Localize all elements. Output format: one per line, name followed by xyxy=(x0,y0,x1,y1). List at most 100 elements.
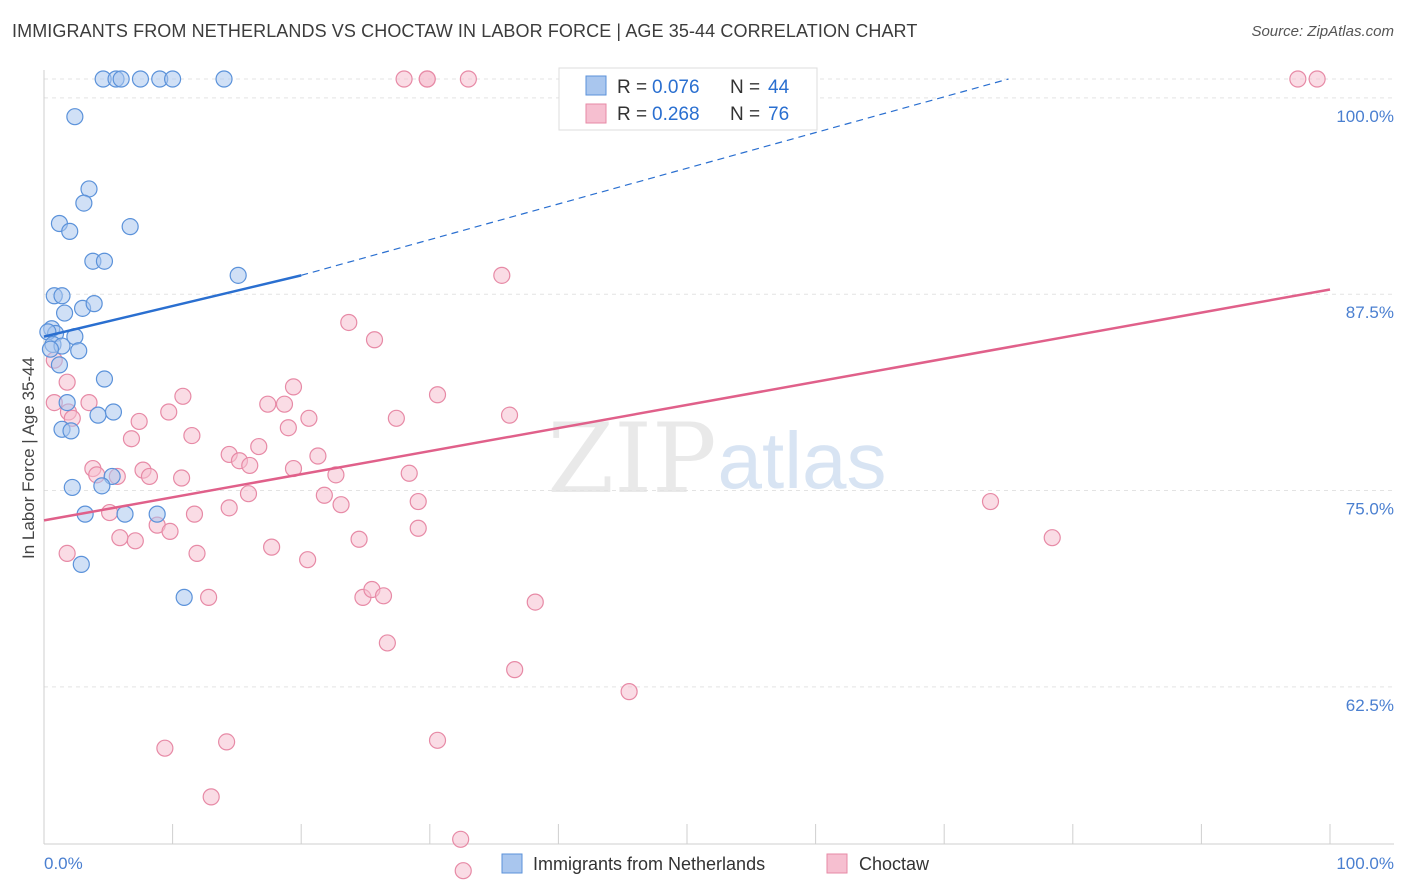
bottom-legend-label-choctaw[interactable]: Choctaw xyxy=(859,854,930,874)
source-credit: Source: ZipAtlas.com xyxy=(1251,23,1394,40)
choctaw-point xyxy=(500,406,519,424)
choctaw-point xyxy=(332,496,350,514)
y-tick-label: 87.5% xyxy=(1346,303,1394,322)
gridlines xyxy=(44,78,1394,688)
legend-n-label-2: N = xyxy=(730,104,760,125)
choctaw-point xyxy=(395,70,413,88)
legend-swatch-choctaw xyxy=(585,103,607,124)
choctaw-point xyxy=(250,437,268,456)
choctaw-point xyxy=(218,733,236,751)
trend-lines xyxy=(43,78,1331,522)
choctaw-point xyxy=(111,529,129,547)
netherlands-point xyxy=(61,222,79,240)
legend-r-label-2: R = xyxy=(617,104,647,125)
choctaw-point xyxy=(506,661,524,679)
netherlands-point xyxy=(89,406,107,424)
y-tick-labels: 100.0% 87.5% 75.0% 62.5% xyxy=(1336,107,1394,715)
choctaw-point xyxy=(140,467,159,486)
choctaw-point xyxy=(418,70,436,88)
choctaw-point xyxy=(183,426,201,445)
bottom-legend-swatch-netherlands[interactable] xyxy=(501,853,523,874)
netherlands-point xyxy=(66,108,84,126)
netherlands-point xyxy=(93,477,111,495)
netherlands-trend-line xyxy=(43,274,302,338)
choctaw-point xyxy=(374,587,393,605)
choctaw-point xyxy=(300,409,318,427)
y-tick-label: 100.0% xyxy=(1336,107,1394,126)
series-legend: Immigrants from Netherlands Choctaw xyxy=(501,853,930,874)
choctaw-point xyxy=(315,486,333,504)
choctaw-point xyxy=(409,492,427,511)
netherlands-point xyxy=(215,70,233,88)
legend-n-value-1: 44 xyxy=(768,77,790,98)
watermark-atlas: atlas xyxy=(718,416,887,505)
netherlands-point xyxy=(50,356,69,374)
choctaw-point xyxy=(1289,70,1307,88)
netherlands-point xyxy=(95,370,114,388)
y-tick-label: 75.0% xyxy=(1346,500,1394,519)
netherlands-point xyxy=(229,266,247,284)
netherlands-point xyxy=(62,422,80,440)
netherlands-point xyxy=(148,505,166,523)
netherlands-point xyxy=(85,295,103,313)
netherlands-point xyxy=(112,70,130,88)
choctaw-point xyxy=(126,532,144,550)
choctaw-point xyxy=(173,469,191,487)
choctaw-point xyxy=(161,522,179,541)
choctaw-point xyxy=(981,492,1000,511)
choctaw-point xyxy=(185,505,204,523)
choctaw-point xyxy=(130,412,148,431)
choctaw-point xyxy=(279,419,297,437)
choctaw-point xyxy=(452,830,470,848)
choctaw-point xyxy=(200,588,218,606)
netherlands-point xyxy=(58,393,76,412)
netherlands-point xyxy=(53,287,71,305)
netherlands-point xyxy=(116,505,134,523)
choctaw-point xyxy=(340,313,358,332)
choctaw-point xyxy=(400,464,418,482)
y-tick-label: 62.5% xyxy=(1346,696,1394,715)
choctaw-point xyxy=(428,731,447,749)
choctaw-point xyxy=(378,634,396,652)
choctaw-point xyxy=(156,739,174,757)
legend-r-value-1: 0.076 xyxy=(652,77,700,98)
x-tick-label-max: 100.0% xyxy=(1336,854,1394,873)
legend-r-value-2: 0.268 xyxy=(652,104,700,125)
netherlands-point xyxy=(131,70,150,88)
choctaw-point xyxy=(1308,70,1326,88)
choctaw-point xyxy=(275,395,294,413)
x-ticks xyxy=(43,824,1331,844)
legend-swatch-netherlands xyxy=(585,75,607,96)
netherlands-point xyxy=(164,70,182,88)
chart-title: IMMIGRANTS FROM NETHERLANDS VS CHOCTAW I… xyxy=(12,21,918,41)
choctaw-point xyxy=(259,395,277,413)
choctaw-point xyxy=(365,331,384,349)
choctaw-point xyxy=(174,387,192,405)
choctaw-point xyxy=(80,393,98,412)
choctaw-point xyxy=(284,378,303,396)
choctaw-point xyxy=(428,386,447,404)
choctaw-point xyxy=(459,70,477,88)
bottom-legend-label-netherlands[interactable]: Immigrants from Netherlands xyxy=(533,854,765,874)
choctaw-point xyxy=(220,499,238,517)
netherlands-point xyxy=(41,340,60,358)
choctaw-point xyxy=(454,862,472,880)
netherlands-point xyxy=(72,555,90,573)
choctaw-trend-line xyxy=(43,288,1331,522)
x-tick-label-min: 0.0% xyxy=(44,854,83,873)
choctaw-point xyxy=(526,593,544,611)
legend-n-value-2: 76 xyxy=(768,104,789,125)
choctaw-point xyxy=(241,456,259,475)
bottom-legend-swatch-choctaw[interactable] xyxy=(826,853,848,874)
correlation-legend: R = 0.076 N = 44 R = 0.268 N = 76 xyxy=(558,67,818,131)
choctaw-point xyxy=(58,373,76,391)
choctaw-point xyxy=(299,551,317,569)
choctaw-point xyxy=(122,430,141,448)
netherlands-points xyxy=(39,70,247,606)
choctaw-point xyxy=(387,409,405,427)
watermark-zip: ZIP xyxy=(547,403,716,515)
netherlands-point xyxy=(55,304,74,322)
netherlands-point xyxy=(75,194,93,212)
axes xyxy=(43,70,1394,845)
